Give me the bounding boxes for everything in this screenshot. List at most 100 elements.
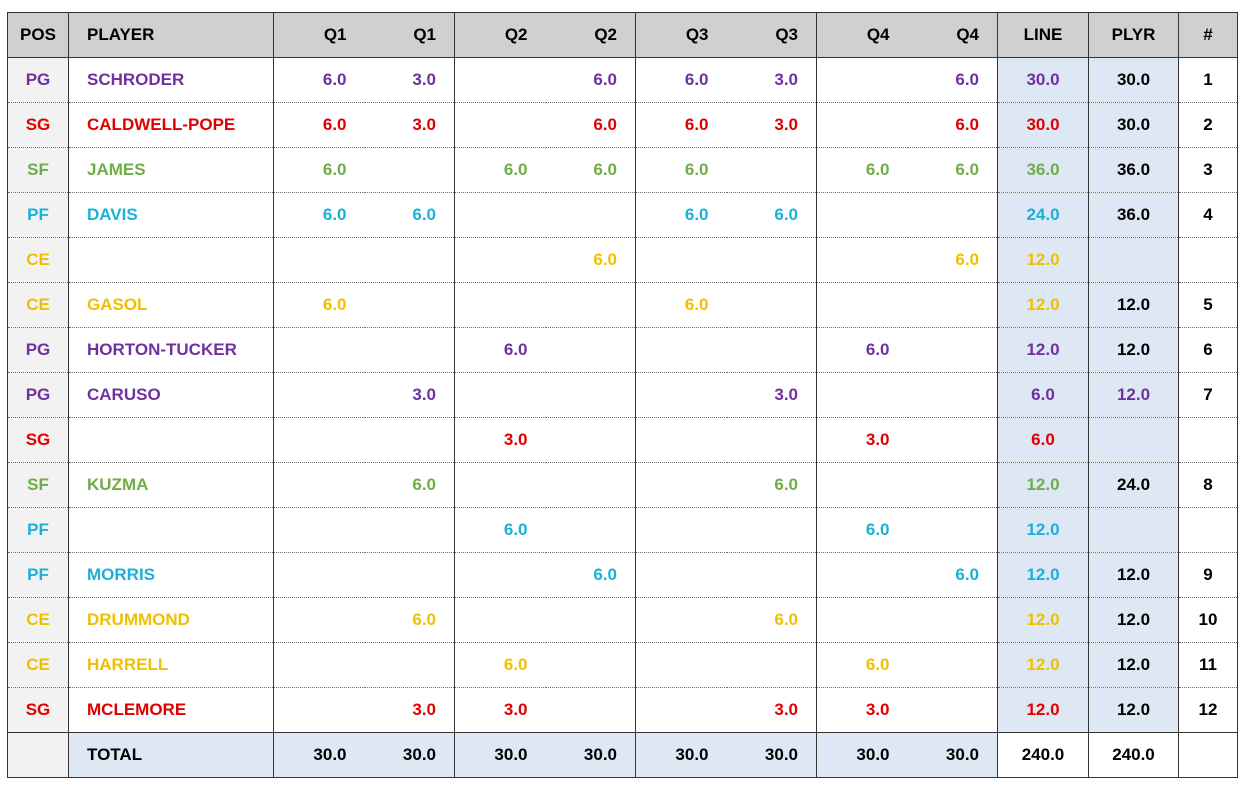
minutes-q1a-cell: 6.0 bbox=[273, 102, 365, 148]
minutes-q1b-cell: 3.0 bbox=[364, 57, 455, 103]
player-name-cell: HARRELL bbox=[68, 642, 274, 688]
player-number-cell bbox=[1178, 507, 1238, 553]
minutes-q3b-cell bbox=[726, 507, 817, 553]
total-line: 240.0 bbox=[997, 732, 1089, 778]
line-total-cell: 12.0 bbox=[997, 687, 1089, 733]
position-cell: PG bbox=[7, 57, 69, 103]
minutes-q2b-cell: 6.0 bbox=[545, 57, 636, 103]
player-number-cell: 7 bbox=[1178, 372, 1238, 418]
minutes-q2a-cell: 3.0 bbox=[454, 417, 546, 463]
line-total-cell: 12.0 bbox=[997, 327, 1089, 373]
minutes-q4a-cell: 6.0 bbox=[816, 327, 908, 373]
player-name-cell: HORTON-TUCKER bbox=[68, 327, 274, 373]
minutes-q1a-cell: 6.0 bbox=[273, 282, 365, 328]
minutes-q3a-cell: 6.0 bbox=[635, 147, 727, 193]
player-number-cell: 3 bbox=[1178, 147, 1238, 193]
minutes-q4b-cell bbox=[907, 687, 998, 733]
minutes-q2b-cell bbox=[545, 327, 636, 373]
minutes-q4a-cell bbox=[816, 552, 908, 598]
minutes-q4b-cell bbox=[907, 462, 998, 508]
minutes-q3a-cell bbox=[635, 417, 727, 463]
minutes-q1b-cell: 6.0 bbox=[364, 192, 455, 238]
minutes-q4a-cell bbox=[816, 192, 908, 238]
minutes-q2b-cell bbox=[545, 642, 636, 688]
minutes-q3b-cell: 3.0 bbox=[726, 687, 817, 733]
line-total-cell: 6.0 bbox=[997, 417, 1089, 463]
table-row: SG MCLEMORE 3.0 3.0 3.0 3.0 12.0 12.0 12 bbox=[7, 687, 1238, 733]
minutes-q4b-cell bbox=[907, 642, 998, 688]
minutes-q4a-cell bbox=[816, 597, 908, 643]
minutes-q3a-cell bbox=[635, 462, 727, 508]
minutes-q4b-cell: 6.0 bbox=[907, 57, 998, 103]
total-number-cell bbox=[1178, 732, 1238, 778]
minutes-q1b-cell: 3.0 bbox=[364, 372, 455, 418]
minutes-q1a-cell bbox=[273, 372, 365, 418]
header-q4b: Q4 bbox=[907, 12, 998, 58]
minutes-q4b-cell: 6.0 bbox=[907, 102, 998, 148]
player-total-cell: 30.0 bbox=[1088, 57, 1179, 103]
minutes-q4b-cell bbox=[907, 417, 998, 463]
minutes-q4a-cell: 6.0 bbox=[816, 147, 908, 193]
minutes-q1a-cell: 6.0 bbox=[273, 147, 365, 193]
total-label: TOTAL bbox=[68, 732, 274, 778]
minutes-q2b-cell bbox=[545, 417, 636, 463]
player-name-cell bbox=[68, 237, 274, 283]
player-name-cell: GASOL bbox=[68, 282, 274, 328]
header-q2a: Q2 bbox=[454, 12, 546, 58]
minutes-q2a-cell: 6.0 bbox=[454, 147, 546, 193]
minutes-q2a-cell bbox=[454, 102, 546, 148]
player-number-cell: 1 bbox=[1178, 57, 1238, 103]
position-cell: SG bbox=[7, 417, 69, 463]
minutes-q1b-cell bbox=[364, 237, 455, 283]
minutes-q3b-cell bbox=[726, 282, 817, 328]
minutes-q2b-cell: 6.0 bbox=[545, 147, 636, 193]
minutes-q3b-cell: 6.0 bbox=[726, 192, 817, 238]
player-total-cell bbox=[1088, 507, 1179, 553]
player-total-cell: 12.0 bbox=[1088, 552, 1179, 598]
minutes-q2b-cell bbox=[545, 192, 636, 238]
minutes-q2a-cell bbox=[454, 282, 546, 328]
header-line: LINE bbox=[997, 12, 1089, 58]
position-cell: SG bbox=[7, 102, 69, 148]
minutes-q1b-cell bbox=[364, 507, 455, 553]
minutes-q2b-cell bbox=[545, 597, 636, 643]
minutes-q2b-cell: 6.0 bbox=[545, 237, 636, 283]
line-total-cell: 12.0 bbox=[997, 237, 1089, 283]
minutes-q2b-cell bbox=[545, 687, 636, 733]
player-number-cell: 10 bbox=[1178, 597, 1238, 643]
total-row: TOTAL 30.0 30.0 30.0 30.0 30.0 30.0 30.0… bbox=[7, 732, 1238, 778]
minutes-q3b-cell: 3.0 bbox=[726, 102, 817, 148]
minutes-q4a-cell bbox=[816, 462, 908, 508]
player-number-cell: 9 bbox=[1178, 552, 1238, 598]
player-name-cell: MORRIS bbox=[68, 552, 274, 598]
minutes-q2a-cell: 6.0 bbox=[454, 642, 546, 688]
line-total-cell: 12.0 bbox=[997, 282, 1089, 328]
position-cell: SF bbox=[7, 147, 69, 193]
minutes-q1a-cell: 6.0 bbox=[273, 192, 365, 238]
minutes-q4b-cell bbox=[907, 372, 998, 418]
minutes-q1a-cell bbox=[273, 462, 365, 508]
player-name-cell: DRUMMOND bbox=[68, 597, 274, 643]
line-total-cell: 12.0 bbox=[997, 552, 1089, 598]
player-number-cell: 11 bbox=[1178, 642, 1238, 688]
table-row: PF MORRIS 6.0 6.0 12.0 12.0 9 bbox=[7, 552, 1238, 598]
minutes-q3a-cell bbox=[635, 327, 727, 373]
line-total-cell: 6.0 bbox=[997, 372, 1089, 418]
player-total-cell: 36.0 bbox=[1088, 192, 1179, 238]
total-q4b: 30.0 bbox=[907, 732, 998, 778]
minutes-q1a-cell bbox=[273, 642, 365, 688]
rotation-table: POS PLAYER Q1 Q1 Q2 Q2 Q3 Q3 Q4 Q4 LINE … bbox=[7, 12, 1238, 778]
minutes-q3a-cell bbox=[635, 372, 727, 418]
minutes-q2b-cell: 6.0 bbox=[545, 102, 636, 148]
minutes-q4b-cell: 6.0 bbox=[907, 147, 998, 193]
minutes-q4a-cell bbox=[816, 372, 908, 418]
minutes-q1b-cell bbox=[364, 642, 455, 688]
total-q4a: 30.0 bbox=[816, 732, 908, 778]
player-number-cell: 5 bbox=[1178, 282, 1238, 328]
position-cell: PF bbox=[7, 507, 69, 553]
minutes-q1a-cell bbox=[273, 687, 365, 733]
minutes-q2a-cell bbox=[454, 552, 546, 598]
table-row: SF KUZMA 6.0 6.0 12.0 24.0 8 bbox=[7, 462, 1238, 508]
minutes-q1b-cell bbox=[364, 282, 455, 328]
minutes-q2a-cell bbox=[454, 237, 546, 283]
